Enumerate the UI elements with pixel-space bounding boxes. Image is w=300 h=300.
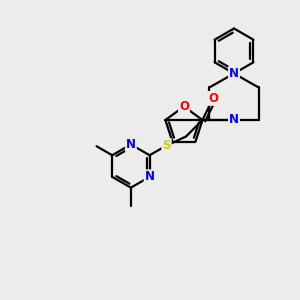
Text: O: O: [208, 92, 218, 105]
Text: N: N: [126, 138, 136, 151]
Text: N: N: [145, 170, 154, 183]
Text: N: N: [229, 67, 239, 80]
Text: N: N: [229, 113, 239, 127]
Text: O: O: [179, 100, 189, 113]
Text: S: S: [162, 139, 171, 152]
